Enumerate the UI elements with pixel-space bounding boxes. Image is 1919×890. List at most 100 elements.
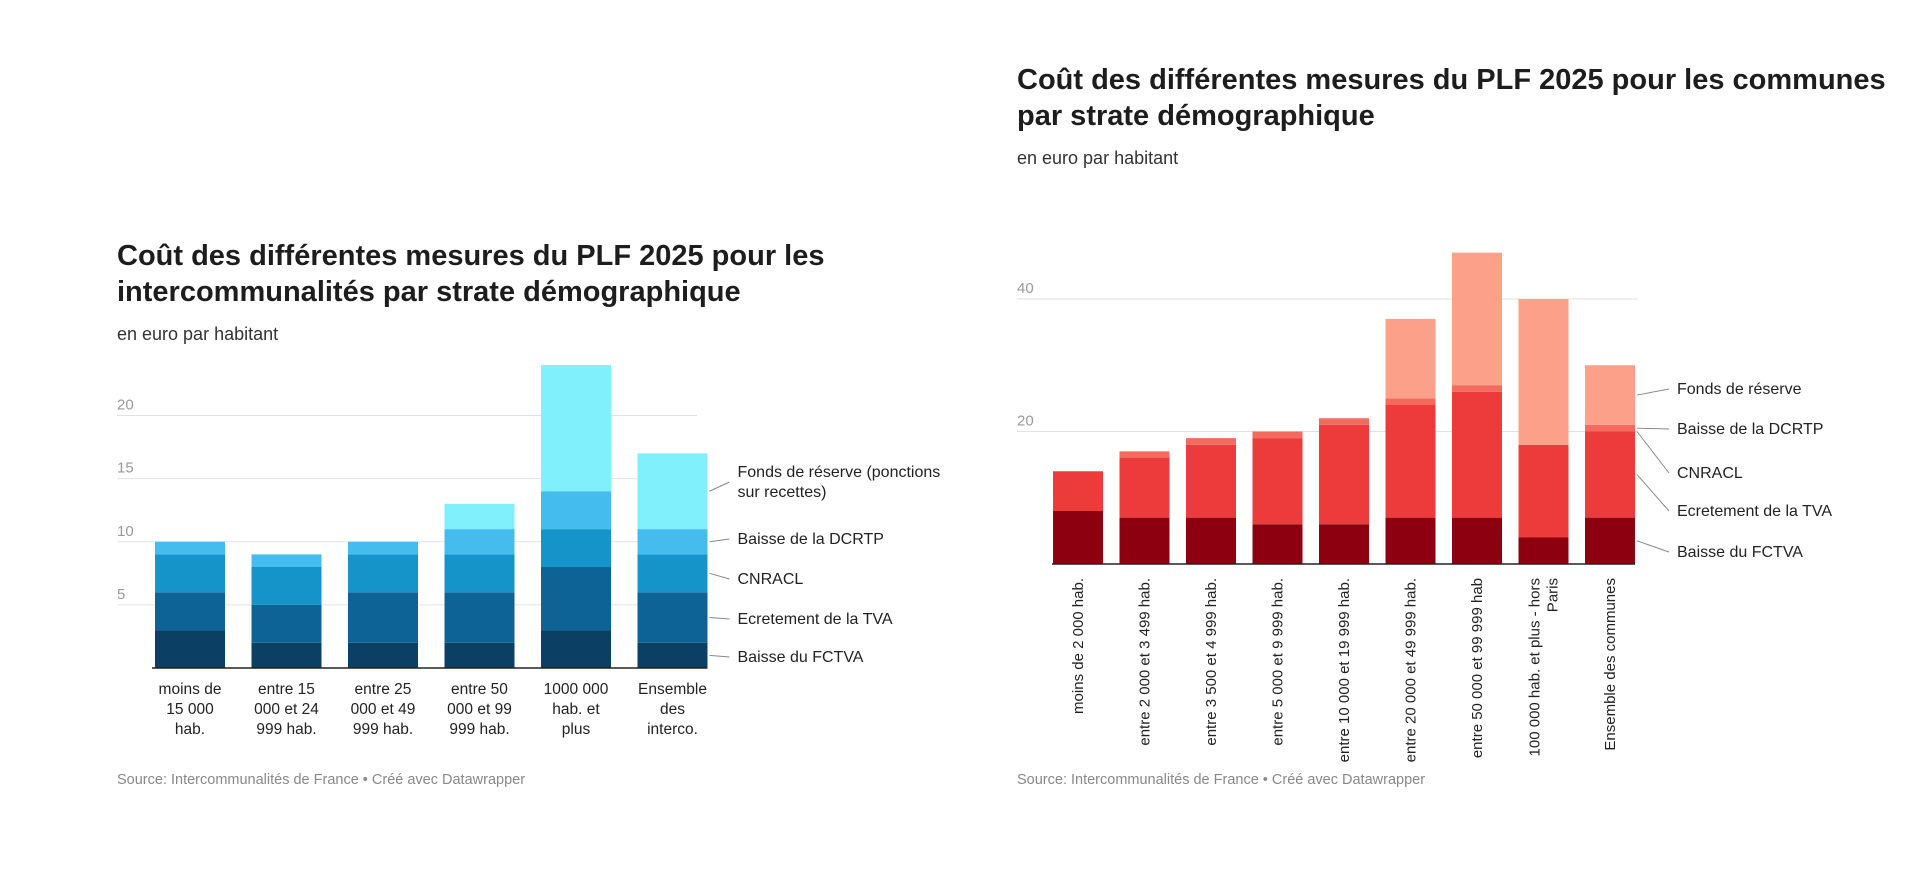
chart-subtitle: en euro par habitant [1017,148,1179,168]
category-label: Ensemble des communes [1602,578,1619,751]
bar-segment [1252,431,1303,439]
bar-segment [1119,517,1170,564]
bar-segment [1053,511,1103,564]
bar-segment [1518,444,1569,538]
bar-segment [637,453,708,530]
legend-leader-line [709,538,730,543]
bar-segment [155,554,225,593]
bar-segment [348,592,418,643]
bar-segment [1585,517,1635,564]
bar-segment [155,630,225,668]
category-label: entre 15 000 et 24 999 hab. [254,681,319,738]
bar-segment [444,642,515,668]
bar-segment [1385,405,1436,518]
bar-segment [1252,524,1303,564]
category-label: entre 3 500 et 4 999 hab. [1203,578,1220,746]
legend-label: CNRACL [738,571,804,588]
legend-label: Fonds de réserve [1677,381,1802,398]
chart-svg: 20 40 moins de 2 000 hab. entre 2 000 et 3 … [1017,252,1832,762]
bar-segment [1385,517,1436,564]
bar-segment [1319,524,1369,564]
legend-leader-line [1636,540,1670,553]
bar-segment [1186,444,1236,518]
legend-label: Ecretement de la TVA [738,611,893,628]
chart-title: Coût des différentes mesures du PLF 2025… [1017,64,1886,132]
legend-label: Baisse de la DCRTP [738,531,884,548]
category-label: entre 5 000 et 9 999 hab. [1270,578,1287,746]
bar-segment [1518,299,1569,445]
category-label: 100 000 hab. et plus - horsParis [1527,578,1562,756]
y-tick-label: 20 [1017,413,1034,430]
bar-segment [251,642,322,668]
bar-segment [1119,458,1170,518]
bar-segment [1319,424,1369,525]
legend-leader-line [709,617,730,620]
category-label: moins de 15 000 hab. [159,681,222,738]
y-tick-label: 5 [117,586,125,603]
bar-segment [1186,438,1236,445]
bar-segment [1385,398,1436,405]
chart-title: Coût des différentes mesures du PLF 2025… [117,240,825,308]
bar-segment [1186,517,1236,564]
chart-svg: 5 10 15 20 moins de 15 000 hab. entre 15 000 et … [117,365,941,738]
bar-segment [541,567,611,631]
category-label: entre 50 000 et 99 999 hab. [447,681,512,738]
bar-segment [1252,438,1303,525]
bar-segment [541,529,611,567]
bar-segment [1518,537,1569,564]
legend-label: Fonds de réserve (ponctions sur recettes) [738,464,941,501]
bar-segment [251,604,322,643]
legend-leader-line [709,572,730,580]
chart-communes: Coût des différentes mesures du PLF 2025… [1017,62,1897,798]
y-tick-label: 40 [1017,280,1034,297]
legend-leader-line [1636,431,1670,474]
legend-leader-line [1636,474,1670,512]
bar-segment [541,491,611,530]
bar-segment [155,541,225,555]
bar-segment [348,541,418,555]
legend-label: CNRACL [1677,465,1743,482]
category-label: 1000 000 hab. et plus [544,681,609,738]
bar-segment [1452,517,1502,564]
category-label: entre 25 000 et 49 999 hab. [351,681,416,738]
legend-label: Baisse du FCTVA [738,649,864,666]
bar-segment [1319,418,1369,425]
bar-segment [541,365,611,492]
category-label: Ensemble des interco. [638,681,707,738]
legend-leader-line [1636,427,1670,430]
y-tick-label: 15 [117,460,134,477]
bar-segment [155,592,225,631]
category-label: entre 2 000 et 3 499 hab. [1137,578,1154,746]
bar-segment [1119,451,1170,458]
bar-segment [637,642,708,668]
bar-segment [444,554,515,593]
legend-leader-line [1636,388,1670,396]
bar-segment [444,529,515,555]
y-tick-label: 20 [117,397,134,414]
chart-subtitle: en euro par habitant [117,324,279,344]
bar-segment [541,630,611,668]
bar-segment [637,554,708,593]
legend-leader-line [709,654,730,658]
bar-segment [444,503,515,530]
chart-source: Source: Intercommunalités de France • Cr… [117,772,526,788]
y-tick-label: 10 [117,523,134,540]
category-label: entre 50 000 et 99 999 hab [1469,578,1486,758]
bar-segment [1585,424,1635,432]
chart-intercommunalites: Coût des différentes mesures du PLF 2025… [117,238,997,798]
bar-segment [251,567,322,605]
legend-label: Baisse de la DCRTP [1677,421,1823,438]
bar-segment [1385,318,1436,399]
bar-segment [1452,385,1502,392]
bar-segment [637,529,708,555]
bar-segment [1452,391,1502,518]
bar-segment [348,554,418,593]
bar-segment [1452,252,1502,386]
legend-leader-line [709,481,730,492]
bar-segment [444,592,515,643]
bar-segment [348,642,418,668]
bar-segment [1585,431,1635,518]
bar-segment [1585,365,1635,425]
bar-segment [251,554,322,567]
category-label: entre 20 000 et 49 999 hab. [1403,578,1420,762]
